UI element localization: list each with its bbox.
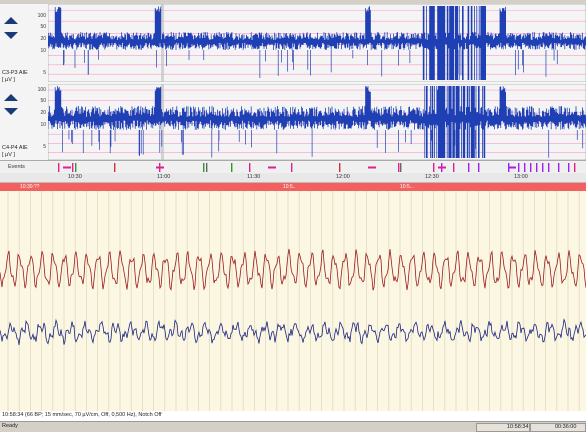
event-mark [339, 163, 341, 172]
event-mark [433, 163, 435, 172]
events-label: Events [8, 164, 25, 170]
event-mark [453, 163, 455, 172]
time-label: 12:00 [336, 174, 350, 180]
event-mark [231, 163, 233, 172]
event-mark [524, 163, 526, 172]
channel-1-axis: 100 50 20 10 5 [30, 4, 48, 82]
channel-2-axis: 100 50 20 10 5 [30, 84, 48, 162]
event-mark [72, 163, 74, 172]
event-mark [468, 163, 470, 172]
eeg-trace-bottom [0, 318, 586, 346]
tick-label: 5 [43, 70, 46, 76]
event-mark [518, 163, 520, 172]
event-mark [58, 163, 60, 172]
trend-band [48, 6, 586, 80]
channel-2-trend[interactable] [48, 84, 586, 160]
event-mark [114, 163, 116, 172]
event-mark [536, 163, 538, 172]
status-clock: 10:58:34 [507, 424, 529, 430]
channel-1-controls: C3-P3 AIE [ µV ] [0, 4, 28, 83]
recording-info: 10:58:34 (66 BP; 15 mm/sec, 70 µV/cm, Of… [2, 412, 162, 418]
event-mark [574, 163, 576, 172]
status-duration: 00:36:00 [555, 424, 577, 430]
event-mark [203, 163, 205, 172]
tick-label: 10 [40, 48, 46, 54]
page-position-bar[interactable]: 10:30:?? 10:5.. 10:5... [0, 183, 586, 191]
timeline-axis: 10:30 11:00 11:30 12:00 12:30 13:00 [0, 173, 586, 183]
trend-band [48, 86, 586, 158]
channel-2-label: C4-P4 AIE [2, 145, 28, 151]
eeg-trace-top [0, 248, 586, 291]
tick-label: 50 [40, 98, 46, 104]
channel-1-trend[interactable] [48, 4, 586, 82]
channel-2-unit: [ µV ] [2, 152, 15, 158]
tick-label: 20 [40, 110, 46, 116]
event-mark [400, 163, 402, 172]
event-markers[interactable] [48, 161, 586, 174]
event-mark [548, 163, 550, 172]
event-mark [568, 163, 570, 172]
event-mark [558, 163, 560, 172]
channel-1-unit: [ µV ] [2, 77, 15, 83]
tick-label: 10 [40, 122, 46, 128]
status-ready: Ready [2, 423, 18, 429]
event-mark [291, 163, 293, 172]
event-mark [542, 163, 544, 172]
tick-label: 100 [37, 13, 46, 19]
event-mark [478, 163, 480, 172]
tick-label: 5 [43, 144, 46, 150]
eeg-trace-area[interactable] [0, 191, 586, 411]
channel-1-label: C3-P3 AIE [2, 70, 28, 76]
scale-up-icon[interactable] [4, 94, 18, 101]
event-mark [398, 163, 400, 172]
tick-label: 20 [40, 36, 46, 42]
event-mark [75, 163, 77, 172]
time-label: 12:30 [425, 174, 439, 180]
time-label: 13:00 [514, 174, 528, 180]
time-label: 10:30 [68, 174, 82, 180]
eeg-traces [0, 191, 586, 411]
scale-up-icon[interactable] [4, 17, 18, 24]
event-mark [249, 163, 251, 172]
time-label: 11:00 [157, 174, 171, 180]
trend-panel: C3-P3 AIE [ µV ] 100 50 20 10 5 C4-P4 AI… [0, 4, 586, 160]
scale-down-icon[interactable] [4, 32, 18, 39]
page-center-label: 10:5.. [283, 184, 296, 190]
time-label: 11:30 [247, 174, 261, 180]
tick-label: 100 [37, 87, 46, 93]
page-start-label: 10:30:?? [20, 184, 40, 190]
event-mark [530, 163, 532, 172]
page-end-label: 10:5... [400, 184, 414, 190]
channel-2-controls: C4-P4 AIE [ µV ] [0, 84, 28, 162]
scale-down-icon[interactable] [4, 108, 18, 115]
tick-label: 50 [40, 24, 46, 30]
status-bar: Ready 10:58:34 00:36:00 [0, 421, 586, 432]
event-mark [206, 163, 208, 172]
